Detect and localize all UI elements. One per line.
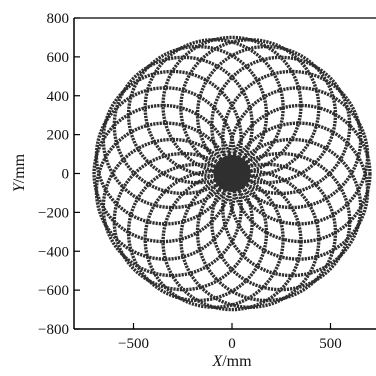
y-tick-label: 0 xyxy=(62,167,70,183)
rosette-circle xyxy=(221,137,363,278)
x-axis-unit: /mm xyxy=(222,353,252,370)
rosette-circle xyxy=(112,55,254,196)
rosette-circle xyxy=(179,169,321,309)
y-tick-label: 400 xyxy=(47,89,70,105)
x-tick-label: −500 xyxy=(118,336,149,352)
y-tick-label: −600 xyxy=(38,283,69,299)
y-axis-var: Y xyxy=(11,181,28,192)
y-tick-label: 600 xyxy=(47,50,70,66)
rosette-circle xyxy=(195,44,338,185)
rosette-circle xyxy=(126,162,269,303)
y-tick-label: −200 xyxy=(38,205,69,221)
y-ticks: 800 600 400 200 0 −200 −400 −600 −800 xyxy=(38,11,80,338)
x-axis-var: X xyxy=(211,353,223,370)
rosette-core xyxy=(213,155,251,192)
y-tick-label: −800 xyxy=(38,322,69,338)
y-tick-label: 800 xyxy=(47,11,70,27)
rosette-circle xyxy=(195,162,338,303)
rosette-circle xyxy=(161,171,303,312)
rosette-circle xyxy=(101,137,243,278)
x-tick-label: 500 xyxy=(319,336,342,352)
rosette-pattern xyxy=(92,35,372,312)
x-axis-label: X/mm xyxy=(211,353,252,370)
y-tick-label: 200 xyxy=(47,128,70,144)
y-axis-label: Y/mm xyxy=(11,153,28,192)
y-tick-label: −400 xyxy=(38,244,69,260)
x-ticks: −500 0 500 xyxy=(118,323,342,352)
x-tick-label: 0 xyxy=(228,336,236,352)
y-axis-unit: /mm xyxy=(11,153,28,183)
rosette-circle xyxy=(210,151,352,292)
